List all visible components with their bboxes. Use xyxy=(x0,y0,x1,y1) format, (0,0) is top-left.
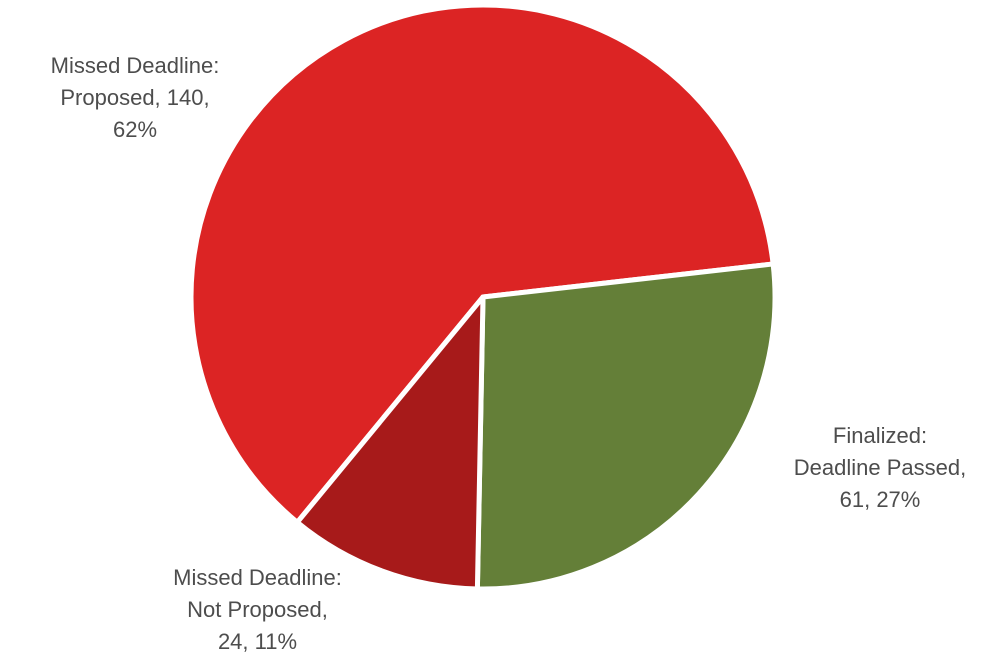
label-line: Proposed, 140, xyxy=(60,85,210,110)
slice-missed-deadline-not-proposed xyxy=(294,294,486,592)
label-line: 62% xyxy=(112,117,158,142)
slice-missed-deadline-proposed xyxy=(188,2,776,525)
slice-finalized-deadline-passed xyxy=(474,261,778,592)
label-line: Not Proposed, xyxy=(187,597,328,622)
label-line: Missed Deadline: xyxy=(173,565,342,590)
label-line: 24, 11% xyxy=(217,629,298,654)
label-line: 61, 27% xyxy=(839,487,921,512)
label-line: Missed Deadline: xyxy=(50,53,220,78)
data-label-missed-deadline-proposed: Missed Deadline: Proposed, 140, 62% xyxy=(0,50,270,146)
data-label-finalized-deadline-passed: Finalized: Deadline Passed, 61, 27% xyxy=(755,420,991,516)
label-line: Finalized: xyxy=(832,423,928,448)
data-label-missed-deadline-not-proposed: Missed Deadline: Not Proposed, 24, 11% xyxy=(120,562,395,658)
label-line: Deadline Passed, xyxy=(793,455,967,480)
